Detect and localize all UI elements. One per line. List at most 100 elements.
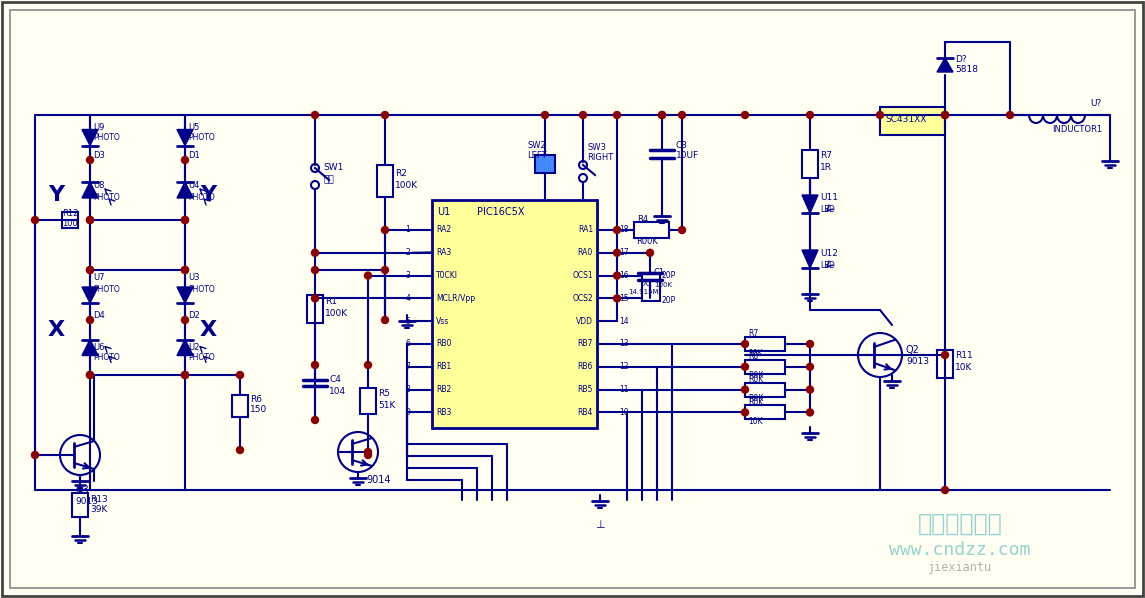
- Text: 10K: 10K: [955, 364, 972, 373]
- Bar: [745, 337, 785, 351]
- Circle shape: [182, 371, 189, 379]
- Circle shape: [806, 340, 813, 347]
- Circle shape: [182, 316, 189, 324]
- Text: T0CKI: T0CKI: [436, 271, 458, 280]
- Text: PHOTO: PHOTO: [188, 133, 215, 142]
- Text: R1: R1: [325, 297, 337, 307]
- Bar: [745, 383, 785, 396]
- Circle shape: [614, 295, 621, 302]
- Circle shape: [806, 409, 813, 416]
- Bar: [937, 350, 953, 378]
- Circle shape: [658, 111, 665, 118]
- Circle shape: [364, 362, 371, 368]
- Polygon shape: [177, 182, 194, 198]
- Text: U3: U3: [188, 273, 199, 282]
- Text: MCLR/Vpp: MCLR/Vpp: [436, 294, 475, 303]
- Text: 10UF: 10UF: [676, 151, 700, 160]
- Text: RB1: RB1: [436, 362, 451, 371]
- Text: D?: D?: [955, 56, 966, 65]
- Circle shape: [87, 371, 94, 379]
- Text: R11: R11: [955, 352, 973, 361]
- Text: Y: Y: [48, 185, 64, 205]
- Circle shape: [182, 267, 189, 273]
- Text: U8: U8: [93, 181, 104, 190]
- Text: 20P: 20P: [662, 271, 677, 280]
- Circle shape: [182, 371, 189, 379]
- Text: 5818: 5818: [955, 66, 978, 75]
- Text: 12: 12: [619, 362, 629, 371]
- Text: PHOTO: PHOTO: [188, 193, 215, 202]
- Circle shape: [742, 111, 749, 118]
- Circle shape: [381, 111, 388, 118]
- Polygon shape: [82, 182, 98, 198]
- Text: RB3: RB3: [436, 408, 451, 417]
- Bar: [432, 200, 597, 428]
- Circle shape: [237, 371, 244, 379]
- Text: 4: 4: [405, 294, 410, 303]
- Text: 100K: 100K: [325, 310, 348, 319]
- Text: 17: 17: [619, 248, 629, 257]
- Circle shape: [742, 409, 749, 416]
- Circle shape: [1006, 111, 1013, 118]
- Text: 9013: 9013: [76, 498, 98, 507]
- Circle shape: [381, 316, 388, 324]
- Text: R8: R8: [748, 352, 758, 361]
- Circle shape: [182, 267, 189, 273]
- Circle shape: [87, 216, 94, 224]
- Bar: [377, 165, 393, 197]
- Circle shape: [237, 447, 244, 453]
- Text: SW3: SW3: [587, 144, 606, 152]
- Circle shape: [32, 216, 39, 224]
- Text: R0K: R0K: [748, 394, 764, 403]
- Text: U9: U9: [93, 123, 104, 132]
- Text: RB6: RB6: [577, 362, 593, 371]
- Text: PHOTO: PHOTO: [188, 285, 215, 294]
- Text: 5: 5: [405, 317, 410, 326]
- Text: 10: 10: [619, 408, 629, 417]
- Circle shape: [311, 249, 318, 257]
- Text: LED: LED: [820, 206, 835, 215]
- Text: R00K: R00K: [635, 237, 658, 246]
- Text: Q3: Q3: [76, 485, 89, 495]
- Polygon shape: [177, 340, 194, 355]
- Text: 6: 6: [405, 340, 410, 349]
- Circle shape: [806, 111, 813, 118]
- Circle shape: [806, 364, 813, 370]
- Text: R7: R7: [748, 329, 758, 338]
- Circle shape: [87, 371, 94, 379]
- Circle shape: [806, 386, 813, 393]
- Text: VDD: VDD: [576, 317, 593, 326]
- Bar: [634, 222, 669, 238]
- Text: 侧面: 侧面: [323, 175, 333, 185]
- Circle shape: [679, 111, 686, 118]
- Text: INDUCTOR1: INDUCTOR1: [1052, 124, 1103, 133]
- Text: RB4: RB4: [577, 408, 593, 417]
- Circle shape: [679, 227, 686, 233]
- Text: 8: 8: [405, 385, 410, 394]
- Text: OCS1: OCS1: [572, 271, 593, 280]
- Text: RA1: RA1: [578, 225, 593, 234]
- Text: 9013: 9013: [906, 358, 929, 367]
- Text: U7: U7: [93, 273, 104, 282]
- Text: 18: 18: [619, 225, 629, 234]
- Circle shape: [87, 216, 94, 224]
- Text: R2: R2: [395, 169, 406, 178]
- Text: RB2: RB2: [436, 385, 451, 394]
- Text: X1: X1: [643, 279, 653, 288]
- Circle shape: [87, 267, 94, 273]
- Circle shape: [311, 111, 318, 118]
- Text: 7: 7: [405, 362, 410, 371]
- Text: PHOTO: PHOTO: [93, 133, 120, 142]
- Polygon shape: [177, 130, 194, 145]
- Text: SC431XX: SC431XX: [885, 115, 926, 124]
- Text: 1R: 1R: [820, 163, 832, 172]
- Text: 20P: 20P: [662, 296, 677, 305]
- Bar: [72, 493, 88, 517]
- Text: D4: D4: [93, 312, 104, 321]
- Text: C4: C4: [329, 374, 341, 383]
- Text: X: X: [200, 320, 218, 340]
- Bar: [745, 360, 785, 374]
- Text: 13: 13: [619, 340, 629, 349]
- Text: R0K: R0K: [748, 371, 764, 380]
- Text: jiexiantu: jiexiantu: [927, 562, 992, 575]
